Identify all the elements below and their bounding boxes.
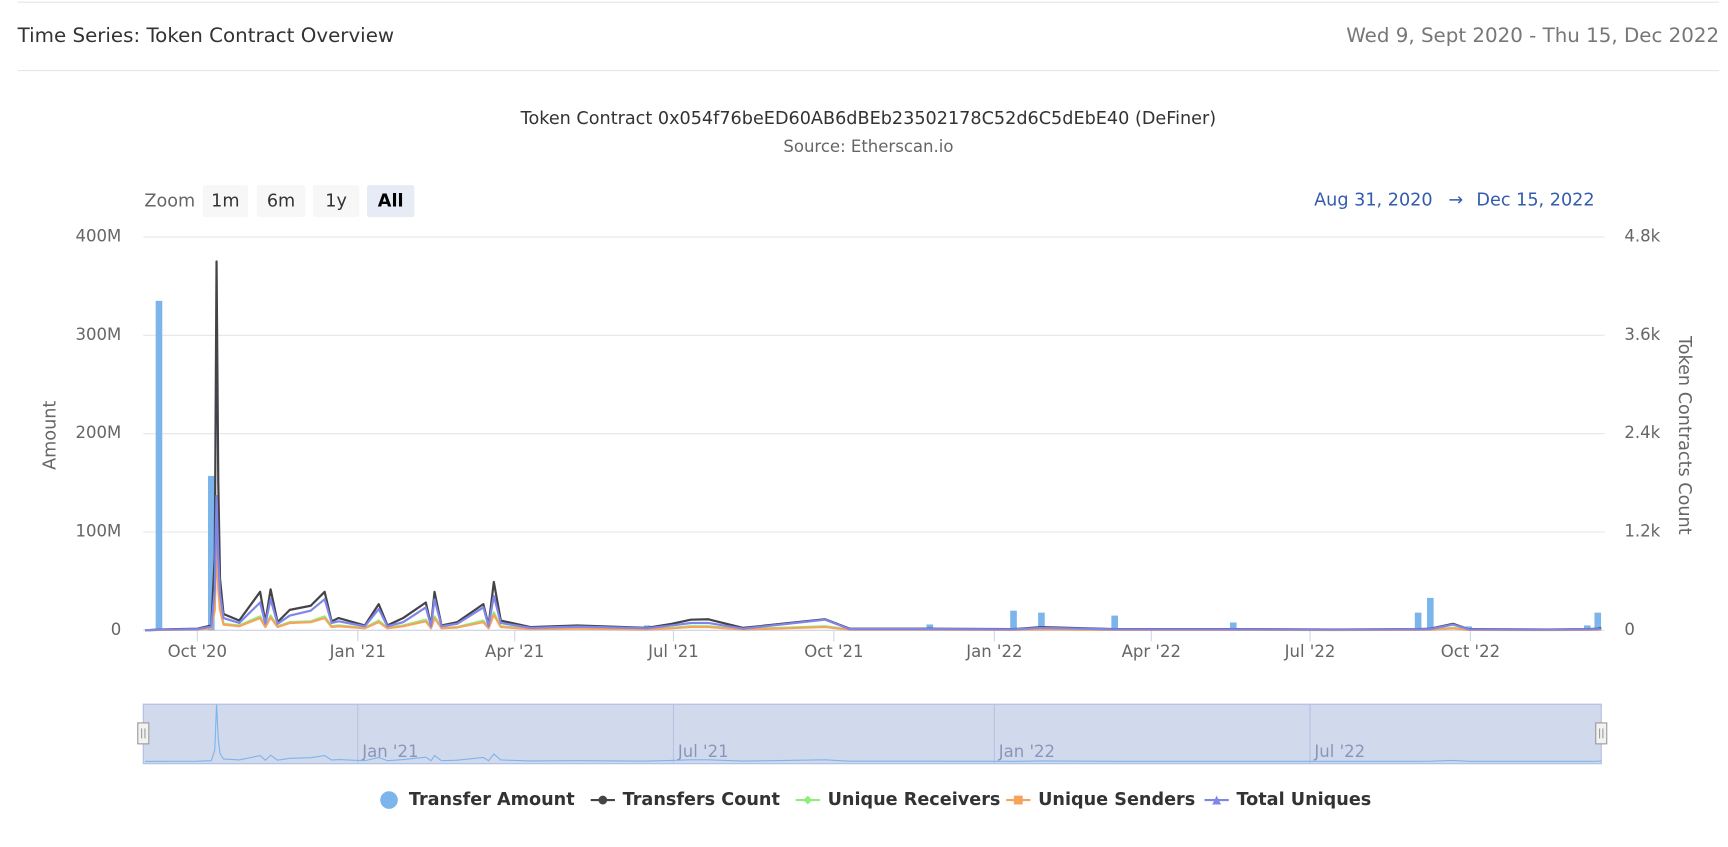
y-axis-title: Amount (41, 401, 61, 470)
range-arrow: → (1448, 191, 1463, 211)
legend-label[interactable]: Total Uniques (1236, 790, 1371, 810)
navigator-handle[interactable] (1595, 722, 1608, 745)
bar (1038, 612, 1045, 631)
navigator-handle[interactable] (137, 722, 150, 745)
x-tick-label: Oct '20 (168, 642, 227, 661)
y2-axis-title: Token Contracts Count (1674, 335, 1694, 535)
y2-tick-label: 3.6k (1624, 325, 1660, 344)
legend-marker[interactable] (598, 795, 608, 805)
legend-label[interactable]: Transfer Amount (409, 790, 575, 810)
range-from[interactable]: Aug 31, 2020 (1314, 191, 1433, 211)
header-title: Time Series: Token Contract Overview (17, 24, 394, 47)
zoom-button-label[interactable]: 6m (267, 192, 295, 212)
series-line (144, 522, 1602, 632)
navigator-tick-label: Jul '21 (677, 742, 729, 761)
x-tick-label: Oct '21 (804, 642, 863, 661)
bar (207, 475, 215, 631)
navigator-tick-label: Jan '21 (361, 742, 418, 761)
y-tick-label: 300M (75, 325, 121, 344)
x-tick-label: Apr '22 (1122, 642, 1181, 661)
zoom-button[interactable] (256, 185, 306, 218)
y-tick-label: 100M (75, 521, 121, 540)
x-tick-label: Oct '22 (1441, 642, 1500, 661)
zoom-label: Zoom (144, 192, 195, 212)
bar (1414, 612, 1422, 631)
bar (1111, 615, 1118, 631)
x-tick-label: Jan '22 (965, 642, 1022, 661)
bar (1010, 610, 1017, 631)
legend-symbol[interactable] (380, 791, 398, 809)
y2-tick-label: 0 (1624, 620, 1635, 639)
series-line (144, 260, 1602, 632)
series-line (144, 494, 1602, 632)
zoom-button[interactable] (366, 185, 415, 218)
series-line (144, 539, 1602, 632)
y2-tick-label: 2.4k (1624, 423, 1660, 442)
chart-subtitle: Source: Etherscan.io (783, 137, 953, 156)
x-tick-label: Jan '21 (329, 642, 386, 661)
x-tick-label: Jul '22 (1284, 642, 1336, 661)
y2-tick-label: 4.8k (1624, 226, 1660, 245)
bar (1594, 612, 1602, 631)
navigator-series (145, 704, 1602, 763)
legend-label[interactable]: Unique Receivers (828, 790, 1001, 810)
navigator-window[interactable] (142, 703, 1602, 765)
legend-marker[interactable] (1212, 795, 1222, 805)
navigator-tick-label: Jul '22 (1313, 742, 1365, 761)
zoom-button-label[interactable]: 1m (211, 192, 239, 212)
y-tick-label: 0 (111, 620, 122, 639)
navigator-tick-label: Jan '22 (998, 742, 1055, 761)
chart-title: Token Contract 0x054f76beED60AB6dBEb2350… (520, 109, 1216, 129)
range-to[interactable]: Dec 15, 2022 (1476, 191, 1594, 211)
legend-marker[interactable] (1013, 795, 1023, 805)
zoom-button-label[interactable]: All (378, 192, 404, 212)
zoom-button[interactable] (202, 185, 248, 218)
zoom-button[interactable] (312, 185, 360, 218)
bar (1427, 597, 1434, 631)
bar (1583, 625, 1591, 631)
x-tick-label: Jul '21 (647, 642, 699, 661)
legend-marker[interactable] (803, 795, 813, 805)
bar (926, 624, 934, 631)
y-tick-label: 400M (75, 226, 121, 245)
bar (155, 300, 163, 631)
zoom-button-label[interactable]: 1y (325, 192, 347, 212)
bar (1229, 622, 1237, 631)
x-tick-label: Apr '21 (485, 642, 544, 661)
header-date-range: Wed 9, Sept 2020 - Thu 15, Dec 2022 (1346, 24, 1719, 47)
legend-label[interactable]: Unique Senders (1038, 790, 1195, 810)
legend-label[interactable]: Transfers Count (623, 790, 781, 810)
y2-tick-label: 1.2k (1624, 521, 1660, 540)
y-tick-label: 200M (75, 423, 121, 442)
